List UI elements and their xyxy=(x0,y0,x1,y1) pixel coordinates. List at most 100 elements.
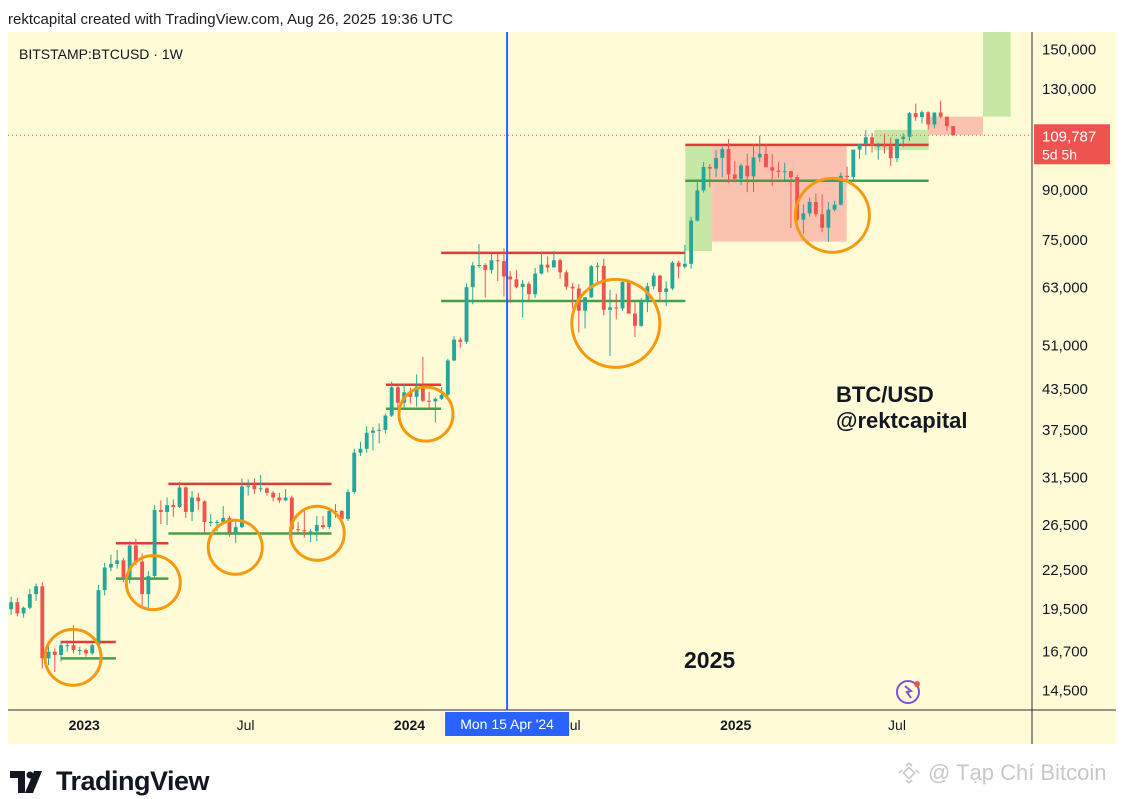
candle-body xyxy=(90,645,95,654)
candle-body xyxy=(271,492,276,498)
candle-body xyxy=(202,501,207,522)
watermark-text: @ Tạp Chí Bitcoin xyxy=(928,760,1107,785)
candle-body xyxy=(327,510,332,528)
price-tick-label: 19,500 xyxy=(1042,601,1088,618)
candle-body xyxy=(40,586,45,659)
candle-body xyxy=(651,275,656,287)
candle-body xyxy=(502,261,506,277)
zone-red xyxy=(712,144,847,242)
candle-body xyxy=(177,487,182,508)
candle-body xyxy=(364,432,369,449)
price-tick-label: 130,000 xyxy=(1042,81,1096,98)
candle-body xyxy=(558,260,563,273)
candle-body xyxy=(944,116,949,127)
candle-body xyxy=(895,139,899,159)
candle-body xyxy=(595,265,600,267)
candle-body xyxy=(439,394,444,399)
candle-body xyxy=(190,497,194,512)
candle-body xyxy=(252,485,257,490)
candle-body xyxy=(339,510,344,519)
candle-body xyxy=(564,272,569,287)
candle-body xyxy=(870,137,874,146)
candle-body xyxy=(932,112,937,125)
candle-body xyxy=(951,126,956,136)
candle-body xyxy=(876,145,881,147)
price-tick-label: 51,000 xyxy=(1042,338,1088,355)
candle-body xyxy=(483,265,488,270)
candle-body xyxy=(84,650,88,654)
time-tick-label: 2024 xyxy=(394,717,425,733)
candle-body xyxy=(246,485,251,487)
candle-body xyxy=(433,398,438,402)
candle-body xyxy=(495,260,500,262)
author-annotation: @rektcapital xyxy=(836,408,968,433)
candle-body xyxy=(208,521,213,523)
candle-body xyxy=(346,491,350,519)
candle-body xyxy=(720,149,725,158)
candle-body xyxy=(109,563,113,568)
price-tick-label: 43,500 xyxy=(1042,381,1088,398)
crosshair-date-label: Mon 15 Apr '24 xyxy=(460,716,554,732)
candle-body xyxy=(115,560,120,564)
candle-body xyxy=(383,415,388,430)
highlight-circle xyxy=(43,627,103,687)
tradingview-logo[interactable]: TradingView xyxy=(10,766,210,797)
time-tick-label: 2025 xyxy=(720,717,751,733)
candle-body xyxy=(127,545,132,578)
crosshair-layer: Mon 15 Apr '24 xyxy=(445,32,570,736)
candle-body xyxy=(920,112,924,118)
candle-body xyxy=(427,400,432,402)
price-chart[interactable]: 150,000 130,000 90,000 75,000 63,000 51,000 43… xyxy=(8,32,1116,744)
candle-body xyxy=(233,527,238,533)
candle-body xyxy=(776,170,781,172)
candle-body xyxy=(614,307,619,309)
candle-body xyxy=(539,264,544,274)
crosshair-date-box xyxy=(445,712,570,736)
candle-body xyxy=(314,525,319,532)
candle-body xyxy=(102,567,107,591)
candle-body xyxy=(389,387,394,416)
candle-body xyxy=(458,339,463,342)
candle-body xyxy=(464,287,469,342)
circles-layer xyxy=(43,176,871,687)
candle-body xyxy=(639,301,644,326)
candle-body xyxy=(96,590,101,646)
candle-body xyxy=(770,167,775,171)
pair-annotation: BTC/USD xyxy=(836,382,934,407)
candle-body xyxy=(408,392,413,397)
candle-body xyxy=(832,204,837,210)
highlight-circle xyxy=(288,504,346,562)
candle-body xyxy=(545,264,550,268)
candle-body xyxy=(689,220,694,264)
candle-body xyxy=(764,153,768,168)
candle-body xyxy=(626,281,631,314)
candle-body xyxy=(664,288,669,292)
candle-body xyxy=(59,645,63,655)
candle-body xyxy=(514,279,519,288)
price-tick-label: 90,000 xyxy=(1042,182,1088,199)
candle-body xyxy=(277,497,282,501)
candle-body xyxy=(695,190,700,221)
candle-body xyxy=(21,607,26,614)
candle-body xyxy=(913,113,918,118)
time-tick-label: 2023 xyxy=(69,717,100,733)
highlight-circle xyxy=(124,554,182,612)
candle-body xyxy=(296,529,301,531)
candle-body xyxy=(757,153,762,158)
candle-body xyxy=(65,645,70,647)
candle-body xyxy=(470,265,475,288)
price-tick-label: 75,000 xyxy=(1042,232,1088,249)
candle-body xyxy=(308,531,313,533)
candle-body xyxy=(788,171,793,177)
candle-body xyxy=(215,521,219,523)
replay-icon[interactable] xyxy=(896,680,920,704)
price-tick-label: 37,500 xyxy=(1042,422,1088,439)
highlight-circle xyxy=(570,277,662,369)
zone-green xyxy=(982,32,1011,117)
candle-body xyxy=(732,174,737,179)
candle-body xyxy=(707,166,712,169)
candle-body xyxy=(520,283,525,288)
candle-body xyxy=(452,339,456,361)
candle-body xyxy=(570,286,575,289)
candle-body xyxy=(321,525,325,528)
